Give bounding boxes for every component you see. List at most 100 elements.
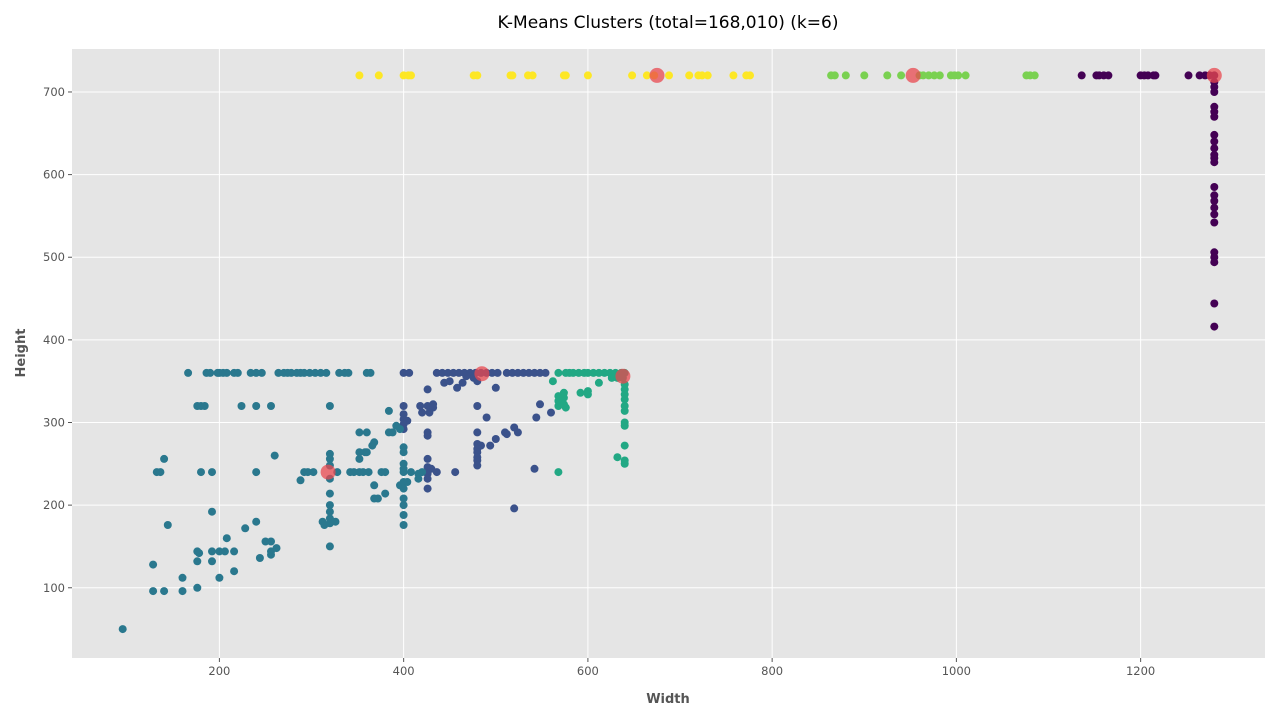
data-point: [267, 402, 275, 410]
data-point: [530, 368, 539, 377]
data-point: [163, 521, 172, 529]
data-point: [729, 71, 738, 80]
data-point: [1210, 322, 1219, 331]
data-point: [255, 554, 264, 562]
data-point: [208, 557, 216, 566]
data-point: [149, 587, 158, 596]
data-point: [331, 517, 340, 526]
data-point: [156, 468, 165, 477]
plot-area: [72, 49, 1265, 658]
data-point: [919, 71, 928, 80]
data-point: [1210, 158, 1219, 167]
data-point: [1184, 71, 1193, 80]
data-point: [399, 501, 408, 510]
data-point: [423, 474, 432, 483]
data-point: [1210, 191, 1219, 200]
data-point: [453, 383, 462, 392]
data-point: [215, 547, 224, 556]
data-point: [399, 521, 408, 529]
grid-layer: [72, 49, 1265, 658]
data-point: [305, 368, 314, 377]
data-point: [530, 464, 539, 473]
data-point: [407, 468, 415, 477]
data-point: [396, 425, 404, 434]
data-point: [502, 368, 511, 377]
data-point: [370, 438, 379, 447]
data-point: [528, 71, 537, 80]
data-point: [149, 560, 158, 569]
centroid-markers: [320, 67, 1222, 480]
data-point: [559, 393, 568, 402]
data-point: [1210, 144, 1219, 153]
data-point: [502, 430, 511, 439]
y-tick-label: 600: [43, 168, 65, 182]
data-point: [445, 377, 454, 386]
data-point: [325, 507, 334, 516]
data-point: [418, 468, 427, 477]
data-point: [561, 71, 570, 80]
data-point: [698, 71, 707, 80]
y-axis-label: Height: [14, 329, 29, 378]
tick-layer: 200 400 600 800 1000 1200 100 200 300 400 500 600 70…: [43, 85, 1155, 678]
data-point: [548, 377, 557, 386]
data-point: [482, 413, 491, 422]
data-point: [830, 71, 839, 80]
data-point: [569, 368, 578, 377]
data-point: [193, 557, 202, 566]
data-point: [399, 368, 408, 377]
data-point: [208, 507, 216, 516]
y-tick-label: 700: [43, 85, 65, 99]
data-point: [416, 402, 425, 410]
x-tick-label: 1000: [942, 664, 971, 678]
y-tick-label: 300: [43, 415, 65, 429]
data-point: [399, 402, 408, 410]
data-point: [841, 71, 850, 80]
data-point: [665, 71, 673, 80]
data-point: [620, 406, 629, 415]
data-point: [178, 587, 187, 596]
data-point: [237, 402, 246, 410]
data-point: [316, 368, 325, 377]
data-point: [454, 368, 463, 377]
data-point: [607, 373, 616, 382]
data-point: [373, 494, 382, 503]
data-point: [370, 481, 379, 490]
data-point: [576, 388, 585, 397]
x-tick-label: 1200: [1126, 664, 1155, 678]
data-point: [1210, 137, 1219, 146]
data-point: [200, 402, 209, 410]
data-point: [274, 368, 283, 377]
data-point: [208, 468, 216, 477]
x-tick-label: 800: [761, 664, 783, 678]
data-point: [423, 431, 432, 440]
data-point: [241, 524, 250, 533]
data-point: [930, 71, 939, 80]
data-point: [206, 368, 215, 377]
data-point: [513, 368, 522, 377]
data-point: [620, 421, 629, 430]
data-point: [414, 474, 423, 483]
data-point: [252, 368, 261, 377]
data-point: [399, 494, 408, 503]
y-tick-label: 100: [43, 581, 65, 595]
data-point: [309, 468, 318, 477]
data-point: [1210, 130, 1219, 139]
data-point: [493, 368, 502, 377]
data-point: [746, 71, 754, 80]
data-point: [252, 517, 261, 526]
data-point: [613, 453, 622, 462]
data-point: [491, 383, 500, 392]
data-point: [366, 368, 375, 377]
centroid-marker: [474, 366, 490, 382]
data-point: [335, 368, 344, 377]
data-point: [184, 368, 193, 377]
data-point: [519, 368, 528, 377]
data-point: [583, 368, 592, 377]
data-point: [1210, 203, 1219, 212]
data-point: [178, 573, 187, 582]
data-point: [536, 400, 544, 409]
data-point: [1210, 210, 1219, 219]
data-point: [1210, 197, 1219, 205]
data-point: [364, 468, 373, 477]
